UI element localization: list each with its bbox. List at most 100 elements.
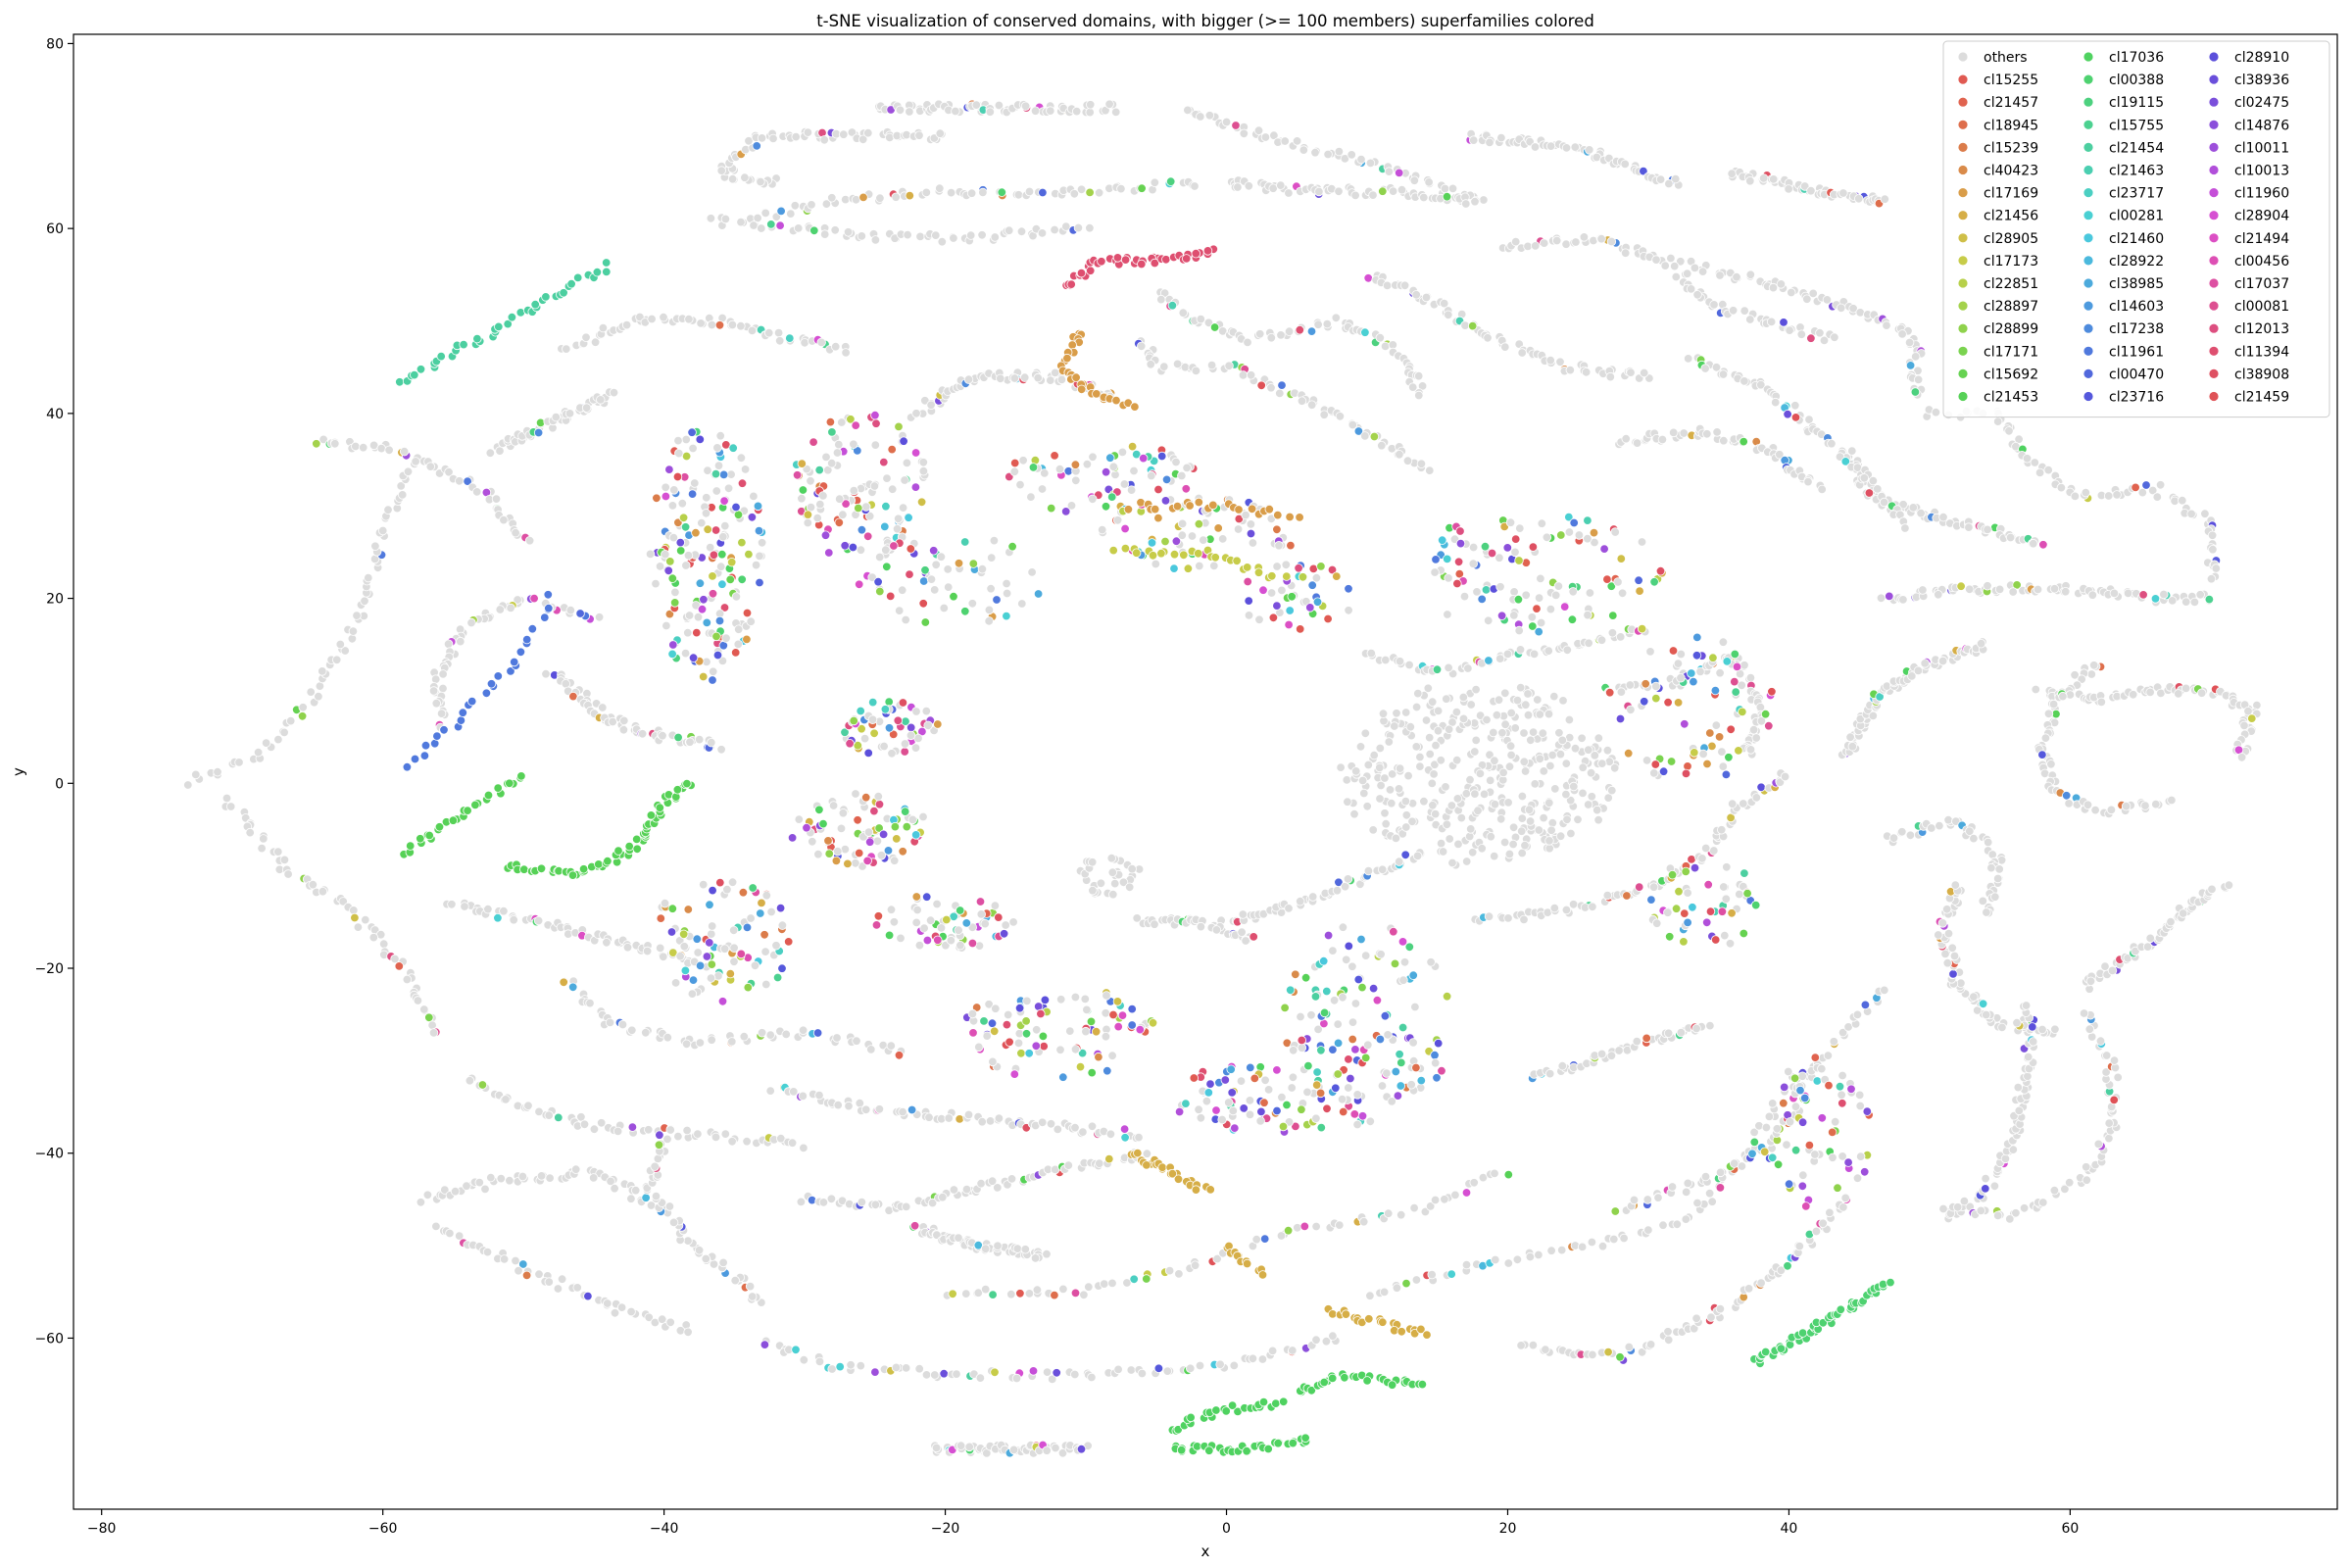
scatter-point [2064, 1177, 2075, 1188]
scatter-point [1117, 1010, 1128, 1020]
scatter-point [737, 574, 747, 585]
scatter-point [863, 531, 873, 542]
scatter-point [1381, 655, 1391, 665]
scatter-point [675, 1326, 686, 1336]
scatter-point [1749, 1127, 1759, 1138]
scatter-point [1436, 756, 1446, 765]
scatter-point [1395, 450, 1404, 460]
scatter-point [799, 1143, 808, 1153]
scatter-point [925, 915, 936, 925]
scatter-point [851, 420, 860, 430]
scatter-point [1544, 798, 1554, 808]
scatter-point [1148, 1018, 1158, 1028]
scatter-point [786, 209, 796, 219]
scatter-point [1740, 661, 1749, 670]
scatter-point [754, 525, 764, 536]
scatter-point [1384, 737, 1395, 747]
scatter-point [768, 133, 778, 144]
scatter-point [2206, 574, 2217, 584]
scatter-point [1307, 892, 1318, 902]
scatter-point [1758, 173, 1769, 183]
scatter-point [1983, 581, 1992, 591]
scatter-point [980, 918, 990, 929]
scatter-point [1571, 237, 1581, 247]
scatter-point [1349, 809, 1359, 819]
scatter-point [799, 1354, 809, 1365]
scatter-point [1135, 1024, 1146, 1035]
scatter-point [2081, 1162, 2091, 1172]
scatter-point [2030, 458, 2040, 467]
scatter-point [1430, 1195, 1441, 1205]
scatter-point [1667, 1182, 1678, 1192]
scatter-point [898, 1106, 907, 1117]
scatter-point [875, 193, 885, 203]
scatter-point [2142, 942, 2153, 952]
scatter-point [985, 1116, 996, 1126]
scatter-point [1037, 1117, 1048, 1128]
scatter-point [1480, 542, 1491, 552]
scatter-point [1363, 1040, 1373, 1051]
scatter-point [1496, 611, 1507, 621]
scatter-point [1472, 587, 1482, 597]
scatter-point [1255, 1116, 1265, 1126]
scatter-point [1460, 320, 1470, 330]
scatter-point [1561, 789, 1571, 800]
scatter-point [1450, 1190, 1460, 1200]
scatter-point [791, 1345, 801, 1355]
scatter-point [1085, 107, 1095, 118]
scatter-point [1357, 982, 1367, 993]
scatter-point [1381, 819, 1391, 829]
scatter-point [742, 922, 753, 933]
scatter-point [1070, 1288, 1081, 1298]
scatter-point [1377, 1081, 1388, 1091]
scatter-point [1952, 1202, 1963, 1212]
scatter-point [1008, 1445, 1019, 1455]
scatter-point [413, 996, 423, 1005]
scatter-point [1779, 318, 1788, 327]
scatter-point [872, 836, 883, 847]
scatter-point [912, 905, 922, 915]
scatter-point [1052, 1368, 1061, 1378]
scatter-point [279, 727, 289, 738]
scatter-point [2060, 587, 2071, 597]
scatter-point [1705, 1020, 1715, 1031]
scatter-point [1666, 253, 1676, 264]
scatter-point [1603, 1347, 1613, 1357]
scatter-point [727, 877, 738, 887]
scatter-point [1401, 822, 1411, 832]
scatter-point [1981, 1009, 1991, 1020]
scatter-point [993, 1241, 1003, 1251]
scatter-point [1588, 1349, 1597, 1360]
scatter-point [1150, 177, 1160, 188]
scatter-point [2093, 1139, 2104, 1150]
scatter-point [1761, 1122, 1772, 1133]
scatter-point [1004, 225, 1014, 235]
scatter-point [744, 549, 754, 560]
scatter-point [723, 483, 734, 494]
scatter-point [1845, 732, 1855, 742]
scatter-point [654, 1140, 664, 1151]
scatter-point [956, 906, 965, 915]
scatter-point [748, 883, 758, 893]
scatter-point [663, 565, 673, 576]
scatter-point [273, 734, 283, 745]
scatter-point [2101, 1051, 2112, 1060]
scatter-point [911, 892, 922, 902]
scatter-point [731, 502, 741, 513]
scatter-point [2152, 492, 2163, 502]
scatter-point [2031, 684, 2041, 695]
scatter-point [428, 686, 439, 696]
scatter-point [1602, 746, 1613, 756]
scatter-point [978, 187, 988, 198]
scatter-point [1409, 175, 1420, 185]
scatter-point [1880, 194, 1890, 204]
scatter-point [1545, 604, 1556, 614]
scatter-point [1770, 397, 1781, 408]
scatter-point [921, 187, 932, 198]
scatter-point [803, 517, 813, 528]
scatter-point [879, 457, 889, 467]
scatter-point [1461, 1188, 1472, 1198]
scatter-point [791, 131, 801, 142]
scatter-point [1848, 304, 1858, 314]
scatter-point [756, 176, 765, 187]
